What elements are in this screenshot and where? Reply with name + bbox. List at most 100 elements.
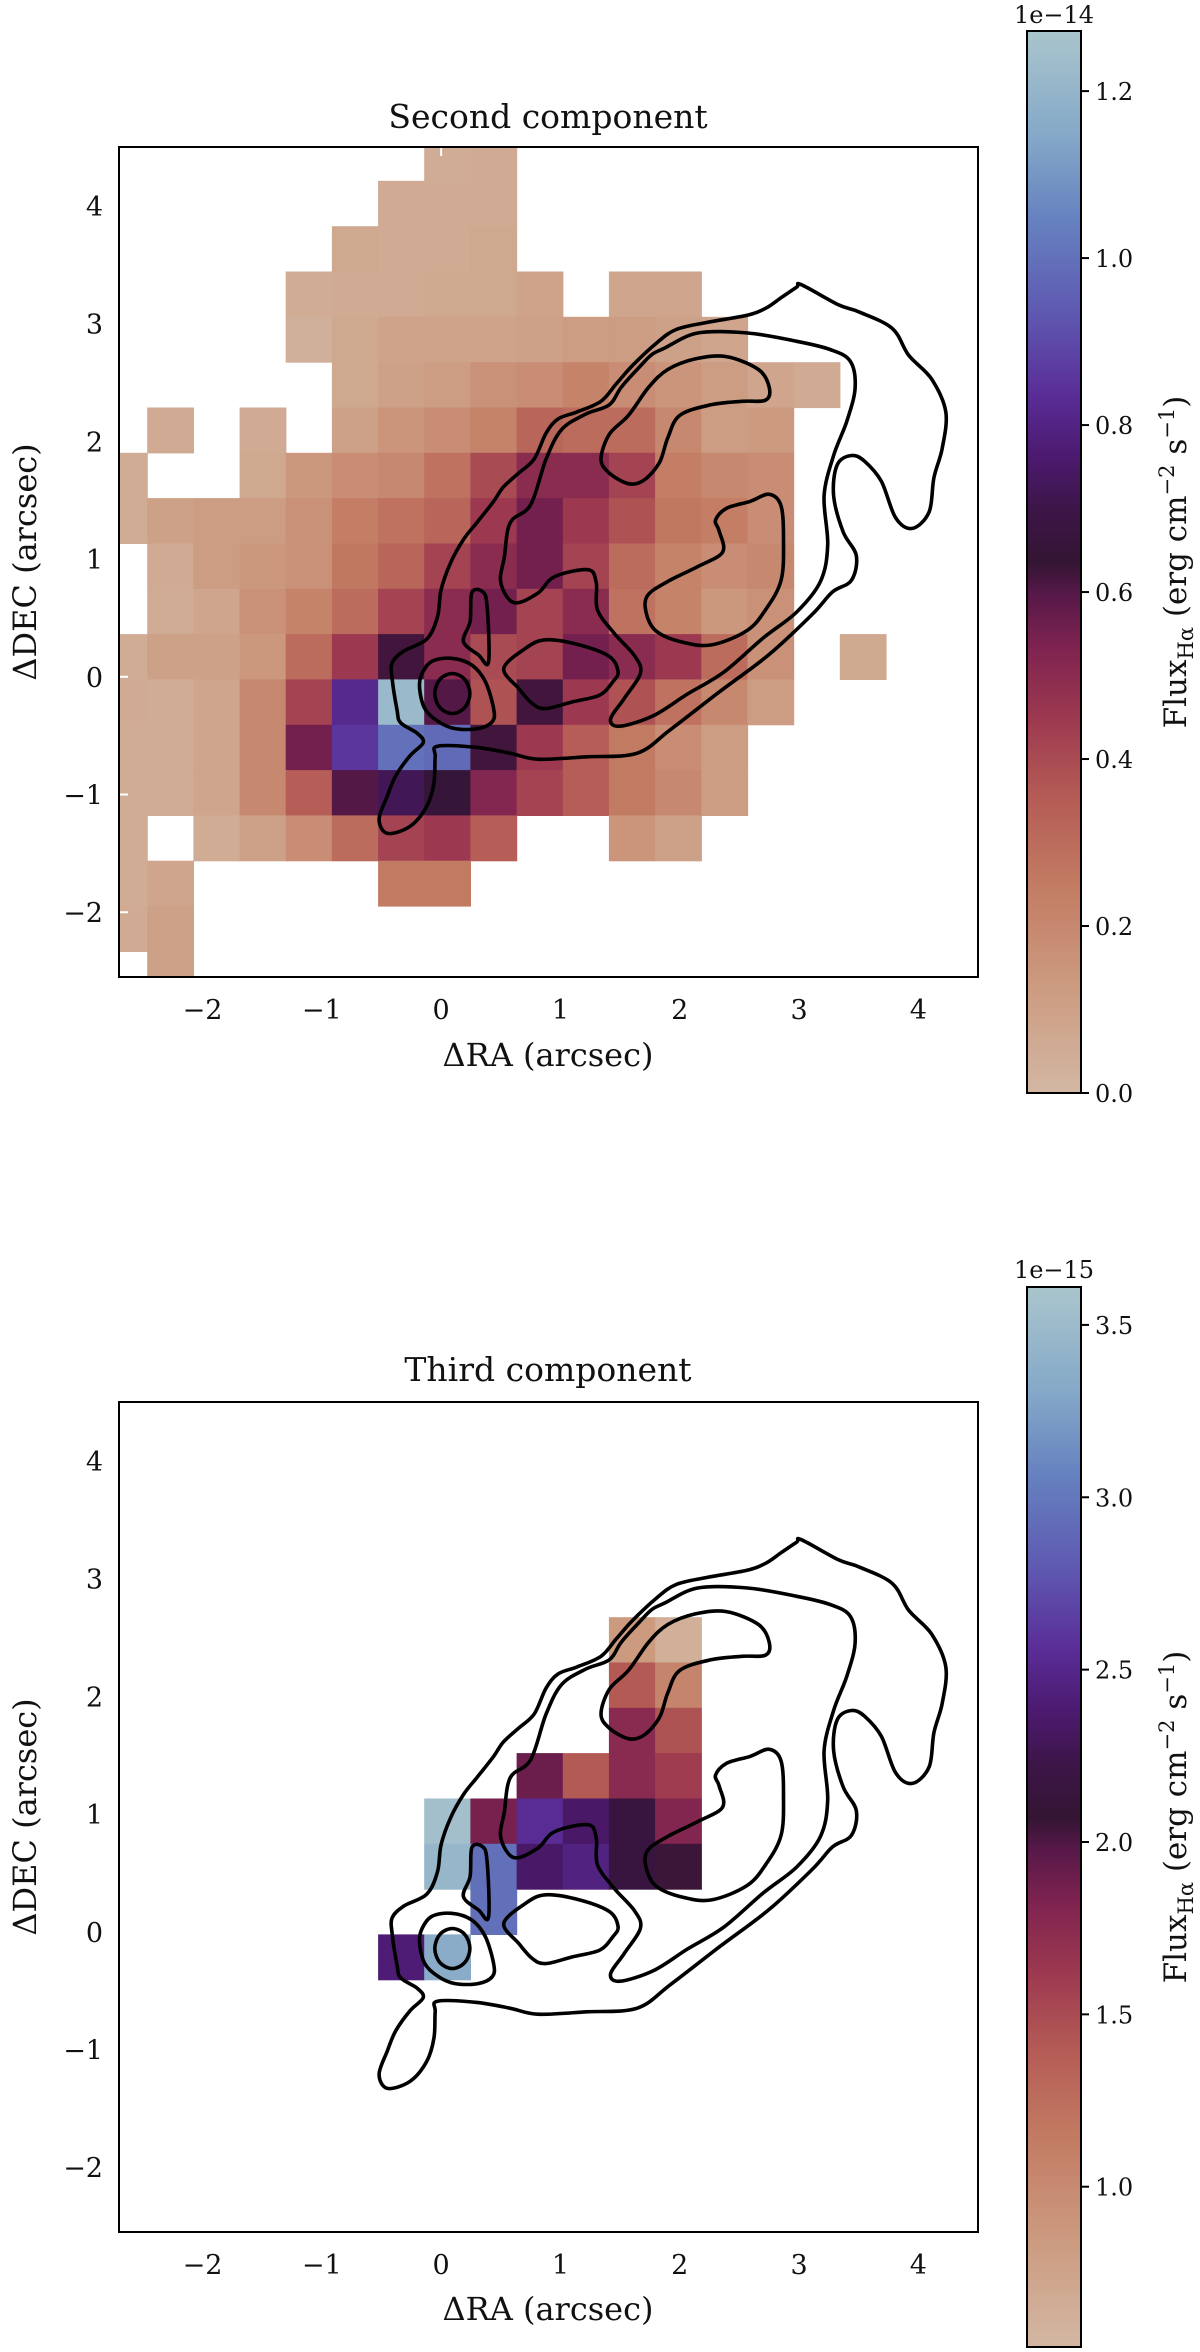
heatmap-cell (239, 543, 287, 590)
colorbar: 0.0 0.2 0.4 0.6 0.8 1.0 1.2 (1026, 30, 1133, 1108)
heatmap-cell (424, 452, 471, 499)
heatmap-cell (424, 362, 471, 409)
heatmap-cell (608, 1798, 656, 1845)
colorbar-tick-label: 0.0 (1095, 1080, 1133, 1108)
heatmap-cell (331, 452, 379, 499)
heatmap-cell (608, 271, 656, 318)
contour-line (433, 671, 472, 716)
colorbar-gradient (1027, 1287, 1081, 2347)
x-tick-label: 3 (790, 2250, 807, 2281)
colorbar-label: FluxHα (erg cm−2 s−1) (1155, 1651, 1198, 1984)
heatmap-cell (655, 588, 702, 635)
heatmap-cell (608, 407, 656, 454)
heatmap-cell (193, 724, 241, 771)
heatmap-cell (378, 271, 425, 318)
heatmap-cell (239, 724, 287, 771)
heatmap-cell (239, 498, 287, 544)
heatmap-cell (285, 815, 333, 862)
heatmap-cell (655, 679, 702, 726)
heatmap-cell (608, 498, 656, 544)
heatmap-cell (608, 770, 656, 816)
x-tick-label: 1 (552, 2250, 569, 2281)
heatmap-cell (378, 770, 425, 816)
heatmap-cell (701, 724, 749, 771)
heatmap-cell (562, 1843, 610, 1890)
contour-line (377, 1536, 949, 2091)
heatmap-cell (285, 724, 333, 771)
heatmap-cell (147, 860, 194, 907)
y-tick-label: −1 (63, 781, 103, 812)
colorbar-tick-label: 0.8 (1095, 412, 1133, 440)
heatmap-cell (516, 724, 564, 771)
heatmap-cell (331, 634, 379, 680)
y-tick-label: 3 (86, 310, 103, 341)
heatmap-cell (516, 271, 564, 318)
heatmap-cell (470, 1843, 518, 1890)
heatmap-cell (424, 316, 471, 363)
heatmap-cell (147, 634, 194, 680)
x-axis-label: ΔRA (arcsec) (442, 1036, 653, 1074)
y-tick-label: 3 (86, 1565, 103, 1596)
heatmap-cell (331, 407, 379, 454)
heatmap-cell (285, 588, 333, 635)
heatmap-cell (747, 498, 795, 544)
heatmap-cell (378, 226, 425, 273)
heatmap-cell (424, 1843, 471, 1890)
x-tick-label: 2 (671, 995, 688, 1026)
heatmap-cell (655, 770, 702, 816)
colorbar-tick-label: 1.5 (1095, 2001, 1133, 2029)
heatmap-cell (470, 815, 518, 862)
contour-line (461, 1842, 491, 1922)
heatmap-cell (378, 452, 425, 499)
y-tick-label: 0 (86, 1918, 103, 1949)
heatmap-cell (655, 1753, 702, 1799)
heatmap-cell (747, 452, 795, 499)
heatmap-cell (470, 180, 518, 227)
heatmap-cell (655, 543, 702, 590)
x-tick-label: −2 (183, 995, 223, 1026)
heatmap-cell (239, 634, 287, 680)
heatmap-cell (378, 1934, 425, 1981)
heatmap-cell (119, 815, 148, 862)
heatmap-cell (608, 316, 656, 363)
heatmap-cell (239, 770, 287, 816)
colorbar-tick-label: 0.4 (1095, 746, 1133, 774)
heatmap-cell (608, 1662, 656, 1709)
heatmap-cell (470, 1798, 518, 1845)
contour-line (599, 1609, 772, 1741)
y-tick-label: 4 (86, 192, 103, 223)
heatmap-cell (193, 543, 241, 590)
heatmap-cell (147, 951, 194, 977)
heatmap-cell (331, 362, 379, 409)
contour-line (417, 656, 497, 732)
heatmap-cell (119, 770, 148, 816)
heatmap-cell (378, 815, 425, 862)
heatmap-cell (608, 815, 656, 862)
y-axis-label: ΔDEC (arcsec) (6, 1698, 44, 1935)
heatmap-cell (331, 724, 379, 771)
contour-lines (377, 281, 949, 836)
x-tick-label: 1 (552, 995, 569, 1026)
heatmap-cell (701, 452, 749, 499)
heatmap-cell (516, 1843, 564, 1890)
x-tick-label: 0 (433, 995, 450, 1026)
heatmap-cell (119, 679, 148, 726)
heatmap-cell (285, 271, 333, 318)
heatmap-cell (470, 271, 518, 318)
heatmap-cell (193, 770, 241, 816)
heatmap-cell (516, 588, 564, 635)
heatmap-cell (562, 1753, 610, 1799)
heatmap-cell (516, 1753, 564, 1799)
heatmap-cell (147, 588, 194, 635)
heatmap-cell (655, 1617, 702, 1664)
heatmap-cell (516, 543, 564, 590)
panel-third-component: Third component −2 −1 0 1 2 3 4 −2 −1 0 1 2 3 4 ΔRA (… (6, 1256, 1198, 2348)
heatmap-cell (516, 362, 564, 409)
heatmap-cell (655, 1798, 702, 1845)
y-tick-label: −2 (63, 898, 103, 929)
heatmap-cell (119, 452, 148, 499)
heatmap-cell (424, 588, 471, 635)
colorbar-tick-label: 0.6 (1095, 579, 1133, 607)
heatmap-cell (147, 770, 194, 816)
heatmap-cell (378, 634, 425, 680)
